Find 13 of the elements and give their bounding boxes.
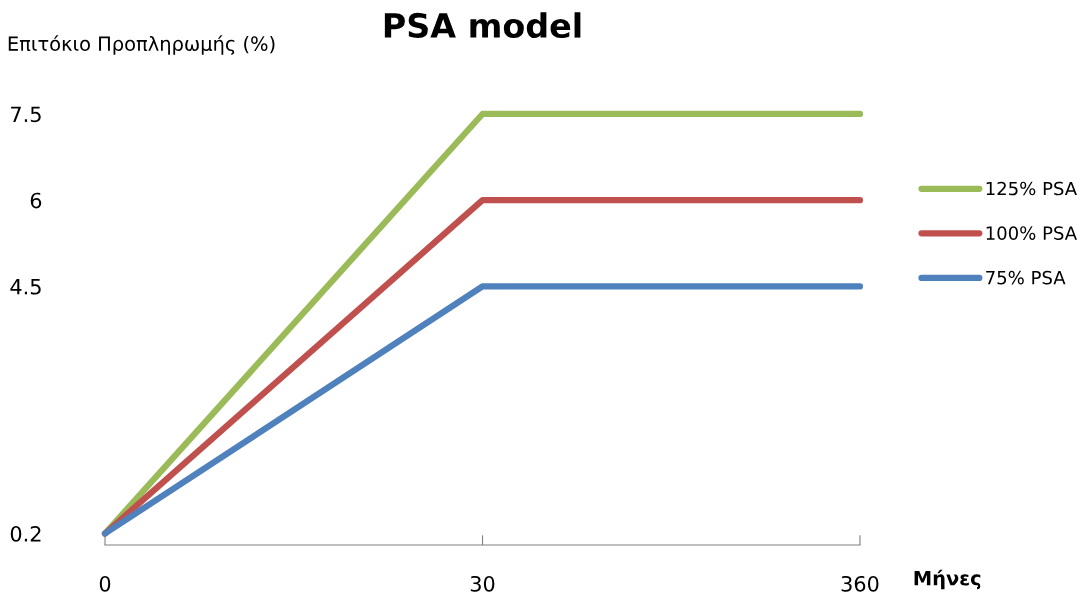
y-tick-label: 6 <box>30 192 42 209</box>
y-tick-label: 0.2 <box>10 525 41 542</box>
legend-label: 75% PSA <box>986 270 1066 285</box>
chart-title: PSA model <box>384 12 581 39</box>
x-tick-label: 360 <box>841 575 879 592</box>
y-tick-label: 7.5 <box>11 106 41 123</box>
y-tick-label: 4.5 <box>10 279 41 295</box>
y-axis-title: Επιτόκιο Προπληρωμής (%) <box>8 35 275 55</box>
legend-label: 125% PSA <box>986 181 1077 196</box>
x-axis-title: Μήνες <box>914 569 981 590</box>
x-tick-label: 30 <box>470 575 495 592</box>
x-tick-label: 0 <box>99 575 111 592</box>
legend-label: 100% PSA <box>986 226 1077 240</box>
